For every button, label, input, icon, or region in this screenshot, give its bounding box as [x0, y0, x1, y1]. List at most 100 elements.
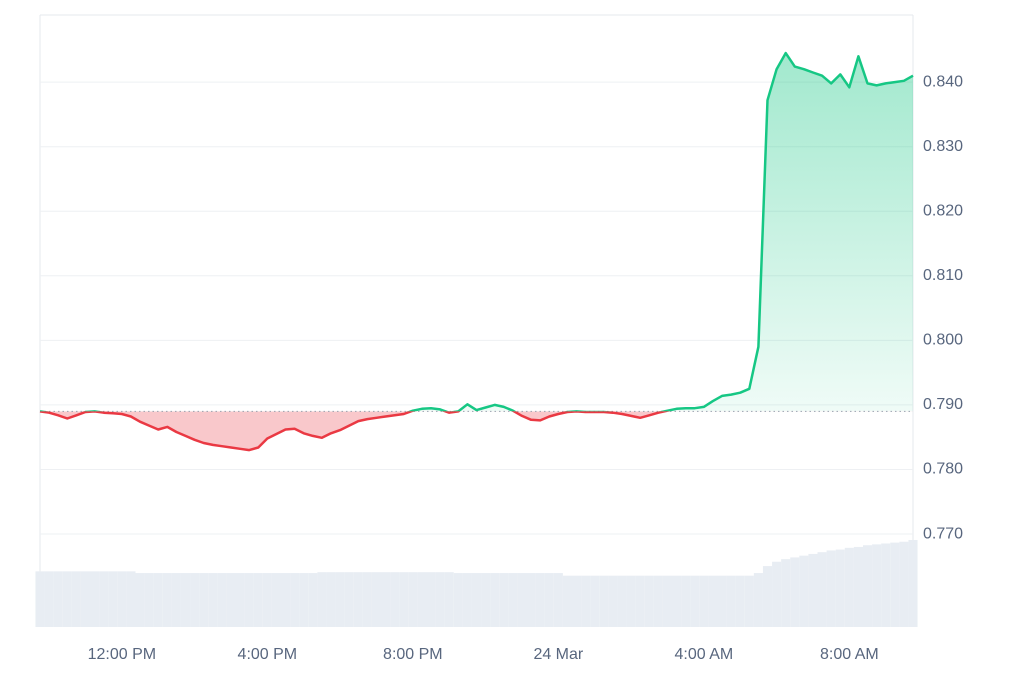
volume-bar: [844, 547, 854, 627]
volume-bar: [90, 571, 100, 627]
volume-bar: [662, 575, 673, 627]
volume-bar: [235, 573, 245, 627]
volume-bar: [644, 575, 654, 627]
y-tick-label: 0.770: [923, 525, 963, 542]
volume-bar: [153, 573, 163, 627]
volume-bar: [626, 575, 636, 627]
volume-bar: [108, 571, 118, 627]
volume-bar: [553, 573, 563, 627]
volume-bar: [326, 572, 336, 627]
volume-bar: [353, 572, 363, 627]
volume-bar: [399, 572, 409, 627]
volume-bar: [117, 571, 127, 627]
volume-bar: [781, 559, 791, 627]
volume-bar: [517, 573, 527, 627]
volume-bar: [890, 542, 900, 627]
volume-bar: [599, 575, 609, 627]
volume-bar: [881, 543, 891, 627]
volume-bar: [717, 575, 727, 627]
volume-bar: [535, 573, 545, 627]
volume-bar: [799, 555, 809, 627]
volume-bar: [444, 572, 454, 627]
y-tick-label: 0.830: [923, 138, 963, 155]
x-tick-label: 8:00 AM: [820, 646, 879, 663]
volume-bar: [862, 545, 873, 627]
volume-bar: [426, 572, 436, 627]
volume-bar: [462, 573, 472, 627]
volume-bar: [453, 573, 463, 627]
volume-bar: [62, 571, 72, 627]
volume-bar: [371, 572, 382, 627]
volume-bar: [435, 572, 445, 627]
volume-bar: [471, 573, 482, 627]
volume-bar: [908, 540, 918, 627]
volume-bar: [126, 571, 136, 627]
volume-bar: [208, 573, 218, 627]
price-line-up: [40, 51, 914, 412]
volume-bar: [526, 573, 536, 627]
volume-bar: [290, 573, 300, 627]
x-tick-label: 4:00 AM: [674, 646, 733, 663]
volume-bar: [362, 572, 372, 627]
volume-bar: [571, 575, 582, 627]
y-tick-label: 0.840: [923, 73, 963, 90]
volume-bar: [544, 573, 554, 627]
volume-bar: [162, 573, 172, 627]
volume-bar: [699, 575, 709, 627]
volume-bar: [262, 573, 272, 627]
volume-bar: [44, 571, 54, 627]
volume-bar: [508, 573, 518, 627]
volume-bar: [753, 573, 763, 627]
y-tick-label: 0.820: [923, 202, 963, 219]
volume-bar: [826, 550, 836, 627]
y-tick-label: 0.800: [923, 332, 963, 349]
volume-bar: [672, 575, 682, 627]
volume-bar: [80, 571, 91, 627]
volume-bar: [35, 571, 45, 627]
volume-bar: [135, 573, 145, 627]
volume-bar: [244, 573, 254, 627]
volume-bar: [744, 575, 754, 627]
volume-bar: [180, 573, 191, 627]
volume-bar: [390, 572, 400, 627]
volume-bar: [344, 572, 354, 627]
volume-bar: [53, 571, 63, 627]
y-tick-label: 0.810: [923, 267, 963, 284]
volume-bar: [790, 557, 800, 627]
volume-bar: [681, 575, 691, 627]
volume-bar: [617, 575, 627, 627]
volume-bar: [562, 575, 572, 627]
volume-bar: [317, 572, 327, 627]
volume-bar: [71, 571, 81, 627]
volume-bar: [481, 573, 491, 627]
volume-bar: [872, 544, 882, 627]
volume-bar: [144, 573, 154, 627]
volume-bar: [635, 575, 645, 627]
volume-bar: [299, 573, 309, 627]
volume-bar: [853, 546, 863, 627]
volume-bar: [726, 575, 736, 627]
volume-bar: [217, 573, 227, 627]
x-tick-label: 8:00 PM: [383, 646, 443, 663]
volume-bar: [408, 572, 418, 627]
volume-bar: [708, 575, 718, 627]
volume-bar: [381, 572, 391, 627]
price-line-down: [39, 411, 671, 452]
volume-bar: [835, 549, 845, 627]
y-tick-label: 0.780: [923, 461, 963, 478]
volume-bar: [99, 571, 109, 627]
volume-bar: [171, 573, 181, 627]
volume-bar: [271, 573, 281, 627]
volume-bar: [417, 572, 427, 627]
area-up: [410, 53, 913, 412]
volume-bar: [772, 561, 782, 627]
volume-bar: [690, 575, 700, 627]
volume-bar: [499, 573, 509, 627]
volume-bar: [899, 541, 909, 627]
volume-bar: [590, 575, 600, 627]
x-tick-label: 24 Mar: [533, 646, 583, 663]
volume-bar: [226, 573, 236, 627]
area-down: [40, 411, 913, 451]
